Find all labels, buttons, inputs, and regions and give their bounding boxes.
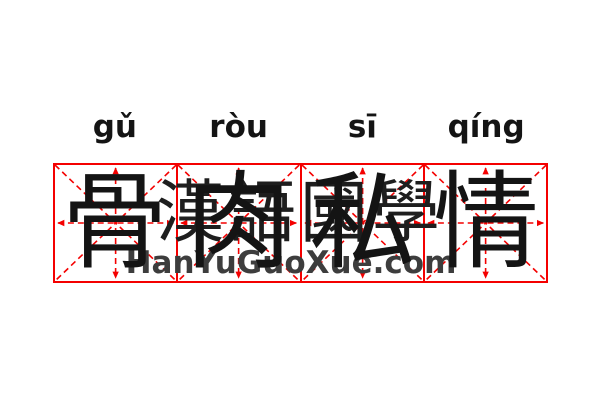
grid-cell xyxy=(301,165,425,281)
grid-cell xyxy=(55,165,179,281)
mi-grid-pattern-icon xyxy=(178,165,300,281)
pinyin-syllable: ròu xyxy=(209,109,268,145)
practice-grid xyxy=(53,163,548,283)
mi-grid-pattern-icon xyxy=(55,165,177,281)
pinyin-syllable: gǔ xyxy=(92,109,137,145)
mi-grid-pattern-icon xyxy=(424,165,546,281)
pinyin-syllable: qíng xyxy=(447,109,525,145)
grid-cell xyxy=(178,165,302,281)
pinyin-syllable: sī xyxy=(347,109,377,145)
mi-grid-pattern-icon xyxy=(301,165,423,281)
grid-cell xyxy=(424,165,546,281)
pinyin-row: gǔ ròu sī qíng xyxy=(53,100,548,148)
